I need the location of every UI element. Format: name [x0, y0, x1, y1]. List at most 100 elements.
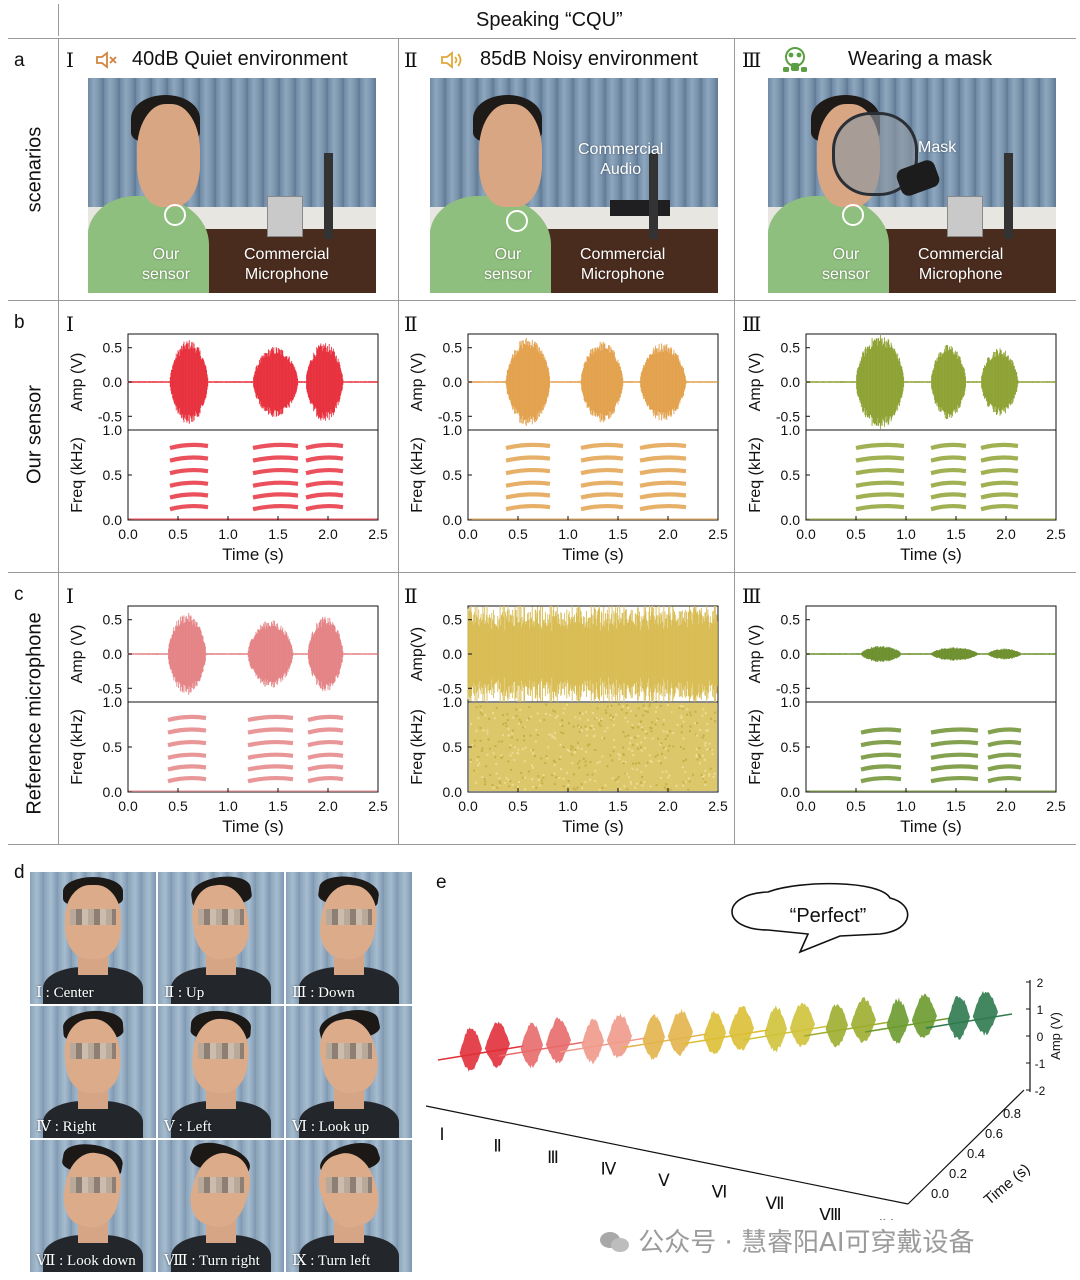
spectrogram-speck — [591, 773, 594, 776]
spectrogram-speck — [530, 715, 533, 718]
spectrogram-speck — [612, 750, 615, 753]
spectrogram-speck — [660, 762, 663, 765]
spectrogram-speck — [704, 781, 707, 784]
spectrogram-band — [167, 752, 207, 760]
spectrogram — [469, 703, 717, 791]
spectrogram-band — [505, 467, 551, 476]
panel-letter-b: b — [14, 312, 25, 333]
spectrogram-speck — [606, 727, 609, 730]
freq-axis-label: Freq (kHz) — [409, 709, 426, 785]
freq-tick-label: 1.0 — [443, 694, 463, 710]
spectrogram-speck — [551, 736, 554, 739]
row-label-scenarios: scenarios — [23, 126, 46, 213]
spectrogram-speck — [527, 770, 530, 773]
spectrogram-speck — [635, 762, 638, 765]
spectrogram-speck — [618, 787, 621, 790]
waveform-3d-baseline — [742, 1025, 830, 1041]
spectrogram-speck — [596, 707, 599, 710]
time-tick-label: 2.5 — [1046, 798, 1066, 814]
spectrogram-speck — [571, 762, 574, 765]
spectrogram-speck — [552, 709, 555, 712]
spectrogram-speck — [681, 725, 684, 728]
spectrogram-speck — [521, 748, 524, 751]
spectrogram-speck — [642, 714, 645, 717]
spectrogram-speck — [540, 757, 543, 760]
spectrogram-speck — [523, 735, 526, 738]
spectrogram-speck — [651, 737, 654, 740]
spectrogram-speck — [601, 787, 604, 790]
spectrogram-speck — [625, 772, 628, 775]
spectrogram-speck — [684, 771, 687, 774]
spectrogram-speck — [690, 714, 693, 717]
category-axis-line — [425, 1105, 909, 1205]
spectrogram-band — [930, 739, 979, 748]
spectrogram-speck — [531, 778, 534, 781]
waveform-3d-baseline — [437, 1045, 525, 1061]
spectrogram-speck — [586, 773, 589, 776]
spectrogram-speck — [640, 749, 643, 752]
face-caption: Ⅸ : Turn left — [292, 1253, 371, 1269]
spectrogram-speck — [563, 707, 566, 710]
spectrogram-speck — [628, 747, 631, 750]
spectrogram-speck — [665, 783, 668, 786]
waveform-3d-baseline — [498, 1041, 586, 1057]
face-caption: Ⅳ : Right — [36, 1119, 96, 1135]
spectrogram-speck — [684, 758, 687, 761]
panel-letter-c: c — [14, 584, 24, 605]
amp-tick-label: -0.5 — [776, 408, 800, 424]
spectrogram-speck — [641, 784, 644, 787]
spectrogram-speck — [542, 774, 545, 777]
spectrogram-band — [167, 727, 207, 735]
spectrogram-band — [252, 492, 299, 500]
spectrogram-speck — [672, 732, 675, 735]
spectrogram-speck — [480, 709, 483, 712]
time-tick-label: 1.0 — [218, 798, 238, 814]
divider-top — [8, 38, 1076, 39]
waveform-3d — [742, 1002, 830, 1053]
chart-b-3: 0.50.0-0.51.00.50.00.0 0.5 1.0 1.5 2.0 2.5Amp… — [747, 333, 1066, 564]
time-axis-label: Time (s) — [222, 545, 284, 564]
spectrogram-speck — [659, 743, 662, 746]
spectrogram-speck — [708, 773, 711, 776]
photo-label-audio: Commercial Audio — [578, 141, 664, 178]
spectrogram-speck — [630, 725, 633, 728]
photo-label-microphone: Commercial Microphone — [918, 246, 1004, 283]
spectrogram-band — [987, 775, 1022, 784]
time-tick-label: 0.5 — [846, 798, 866, 814]
freq-tick-label: 0.0 — [781, 512, 801, 528]
spectrogram-speck — [710, 717, 713, 720]
spectrogram-speck — [581, 787, 584, 790]
spectrogram-speck — [679, 705, 682, 708]
spectrogram-speck — [613, 739, 616, 742]
spectrogram-speck — [578, 712, 581, 715]
spectrogram-speck — [637, 747, 640, 750]
spectrogram-speck — [562, 712, 565, 715]
scenario-title-2: 85dB Noisy environment — [480, 48, 698, 70]
waveform-3d-blob — [911, 993, 937, 1039]
spectrogram-speck — [704, 741, 707, 744]
time-tick-label: 2.0 — [996, 798, 1016, 814]
spectrogram-speck — [612, 724, 615, 727]
scenario-roman-2: Ⅱ — [404, 50, 418, 72]
spectrogram-speck — [549, 714, 552, 717]
divider-b-left — [58, 300, 59, 572]
spectrogram — [468, 442, 718, 520]
spectrogram-band — [980, 480, 1019, 488]
spectrogram-speck — [678, 707, 681, 710]
spectrogram-band — [307, 714, 344, 723]
time-axis-label: Time (s) — [562, 545, 624, 564]
spectrogram-speck — [565, 771, 568, 774]
spectrogram-speck — [552, 759, 555, 762]
spectrogram-speck — [553, 764, 556, 767]
spectrogram-speck — [517, 748, 520, 751]
spectrogram-speck — [603, 737, 606, 740]
spectrogram-speck — [565, 703, 568, 706]
spectrogram-speck — [545, 703, 548, 706]
spectrogram-speck — [622, 762, 625, 765]
spectrogram-band — [247, 775, 294, 784]
spectrogram-speck — [476, 764, 479, 767]
time-tick-label: 0.5 — [168, 526, 188, 542]
spectrogram-speck — [698, 747, 701, 750]
spectrogram-speck — [577, 724, 580, 727]
freq-axis-label: Freq (kHz) — [69, 709, 86, 785]
